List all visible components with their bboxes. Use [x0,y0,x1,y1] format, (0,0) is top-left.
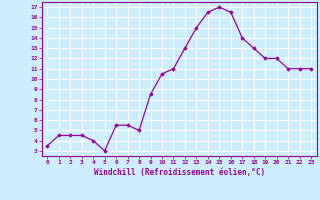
X-axis label: Windchill (Refroidissement éolien,°C): Windchill (Refroidissement éolien,°C) [94,168,265,177]
